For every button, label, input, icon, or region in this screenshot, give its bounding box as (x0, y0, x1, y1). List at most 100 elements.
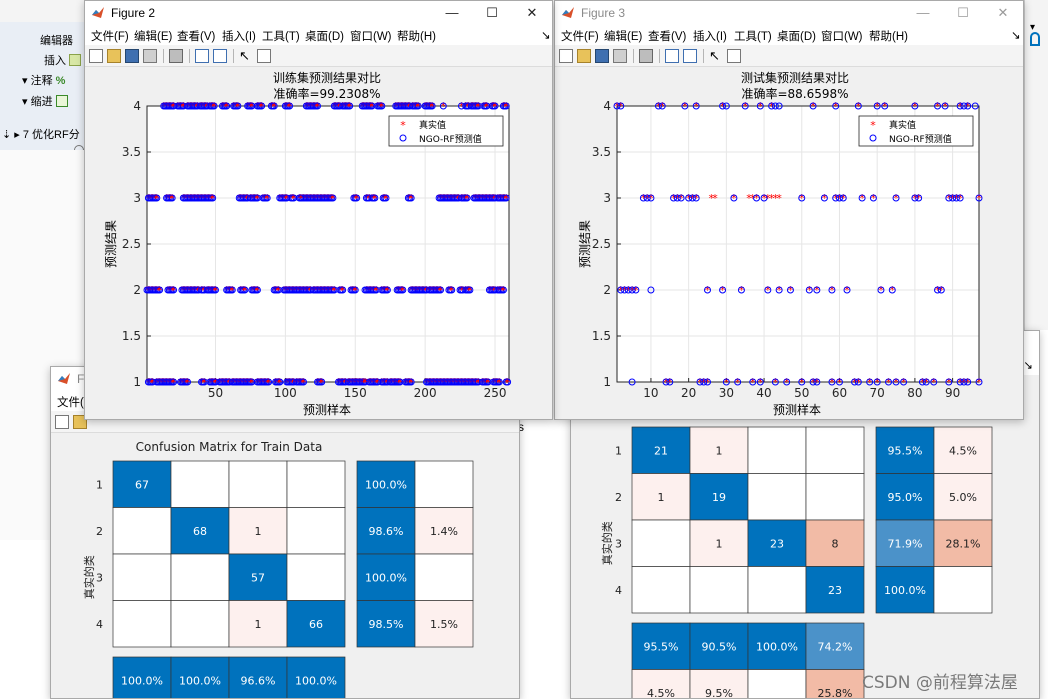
cm-cell-value: 1 (716, 444, 723, 457)
cm-cell-value: 68 (193, 525, 207, 538)
legend-icon[interactable] (683, 49, 697, 63)
menu-help[interactable]: 帮助(H) (869, 31, 908, 43)
predicted-value-marker (719, 286, 727, 294)
comment-button[interactable]: ▾ 注释 % (22, 75, 66, 87)
editor-tab[interactable]: 编辑器 (40, 35, 73, 47)
menu-insert[interactable]: 插入(I) (222, 31, 256, 43)
predicted-value-marker (339, 286, 347, 294)
print-icon[interactable] (613, 49, 627, 63)
true-value-marker: * (678, 192, 684, 205)
legend-true-label: 真实值 (889, 119, 916, 131)
colorbar-icon[interactable] (195, 49, 209, 63)
menu-desktop[interactable]: 桌面(D) (777, 31, 816, 43)
menu-desktop[interactable]: 桌面(D) (305, 31, 344, 43)
expand-icon[interactable]: ▾ (1030, 22, 1036, 33)
predicted-value-marker (677, 194, 685, 202)
close-icon[interactable]: ✕ (997, 5, 1009, 20)
predicted-value-marker (156, 286, 164, 294)
print-icon[interactable] (143, 49, 157, 63)
menu-overflow-icon[interactable]: ↘ (1011, 30, 1021, 42)
menu-view[interactable]: 查看(V) (648, 31, 687, 43)
menu-overflow-icon[interactable]: ↘ (1023, 360, 1033, 372)
true-value-marker: * (400, 284, 406, 297)
figure3-window[interactable]: Figure 3 — ☐ ✕ 文件(F) 编辑(E) 查看(V) 插入(I) 工… (554, 0, 1024, 420)
menu-window[interactable]: 窗口(W) (821, 31, 863, 43)
predicted-value-marker (439, 102, 447, 110)
menu-file[interactable]: 文件(F) (91, 31, 129, 43)
legend-icon[interactable] (213, 49, 227, 63)
true-value-marker: * (841, 192, 847, 205)
new-figure-icon[interactable] (55, 415, 69, 429)
cm-col-summary-value: 100.0% (121, 674, 163, 687)
menu-help[interactable]: 帮助(H) (397, 31, 436, 43)
close-icon[interactable]: ✕ (526, 5, 538, 20)
minimize-icon[interactable]: — (445, 5, 459, 20)
insert-button[interactable]: 插入 (44, 52, 84, 68)
true-value-marker: * (397, 376, 403, 389)
predicted-value-marker (685, 194, 693, 202)
predicted-value-marker (835, 194, 843, 202)
figure3-title: Figure 3 (581, 6, 626, 20)
maximize-icon[interactable]: ☐ (486, 5, 498, 20)
predicted-value-marker (869, 194, 877, 202)
predicted-value-marker (407, 194, 415, 202)
confusion-train-window[interactable]: Fi 文件(F Confusion Matrix for Train Data 1… (50, 366, 520, 699)
cm-col-summary-cell (805, 669, 865, 698)
link-icon[interactable] (639, 49, 653, 63)
true-value-marker: * (976, 192, 982, 205)
cm-title: Confusion Matrix for Train Data (136, 440, 323, 454)
cm-cell-value: 8 (832, 537, 839, 550)
colorbar-icon[interactable] (665, 49, 679, 63)
predicted-value-marker (975, 194, 983, 202)
link-icon[interactable] (169, 49, 183, 63)
menu-file[interactable]: 文件(F) (561, 31, 599, 43)
true-value-marker: * (213, 284, 219, 297)
menu-file-peek[interactable]: 文件(F (57, 397, 91, 409)
predicted-value-marker (756, 378, 764, 386)
pointer-icon[interactable]: ↖ (239, 48, 250, 63)
true-value-marker: * (340, 284, 346, 297)
open-file-icon[interactable] (73, 415, 87, 429)
new-figure-icon[interactable] (559, 49, 573, 63)
maximize-icon[interactable]: ☐ (957, 5, 969, 20)
open-file-icon[interactable] (107, 49, 121, 63)
menu-view[interactable]: 查看(V) (177, 31, 216, 43)
predicted-value-marker (798, 378, 806, 386)
indent-button[interactable]: ▾ 缩进 (22, 93, 71, 109)
cm-cell (228, 600, 288, 648)
save-icon[interactable] (125, 49, 139, 63)
cm-cell (228, 460, 288, 508)
help-icon[interactable] (1030, 32, 1040, 46)
menu-insert[interactable]: 插入(I) (693, 31, 727, 43)
open-file-icon[interactable] (577, 49, 591, 63)
property-editor-icon[interactable] (257, 49, 271, 63)
predicted-value-marker (722, 378, 730, 386)
figure3-titlebar[interactable]: Figure 3 — ☐ ✕ (555, 1, 1023, 25)
true-value-marker: * (761, 192, 767, 205)
true-value-marker: * (248, 100, 254, 113)
property-editor-icon[interactable] (727, 49, 741, 63)
toolbar-separator (659, 49, 660, 63)
save-icon[interactable] (595, 49, 609, 63)
menu-tools[interactable]: 工具(T) (262, 31, 300, 43)
y-tick-label: 4 (603, 99, 611, 113)
true-value-marker: * (259, 100, 265, 113)
predicted-value-marker (223, 102, 231, 110)
document-tab[interactable]: ⇣ ▸ 7 优化RF分 (2, 126, 80, 142)
minimize-icon[interactable]: — (916, 5, 930, 20)
menu-window[interactable]: 窗口(W) (350, 31, 392, 43)
true-value-marker: * (690, 192, 696, 205)
new-figure-icon[interactable] (89, 49, 103, 63)
true-value-marker: * (614, 100, 620, 113)
figure2-titlebar[interactable]: Figure 2 — ☐ ✕ (85, 1, 552, 25)
predicted-value-marker (730, 194, 738, 202)
menu-overflow-icon[interactable]: ↘ (541, 30, 551, 42)
true-value-marker: * (686, 192, 692, 205)
menu-tools[interactable]: 工具(T) (734, 31, 772, 43)
true-value-marker: * (459, 284, 465, 297)
cm-row-summary-value: 5.0% (949, 491, 977, 504)
menu-edit[interactable]: 编辑(E) (604, 31, 643, 43)
pointer-icon[interactable]: ↖ (709, 48, 720, 63)
figure2-window[interactable]: Figure 2 — ☐ ✕ 文件(F) 编辑(E) 查看(V) 插入(I) 工… (84, 0, 553, 420)
menu-edit[interactable]: 编辑(E) (134, 31, 173, 43)
